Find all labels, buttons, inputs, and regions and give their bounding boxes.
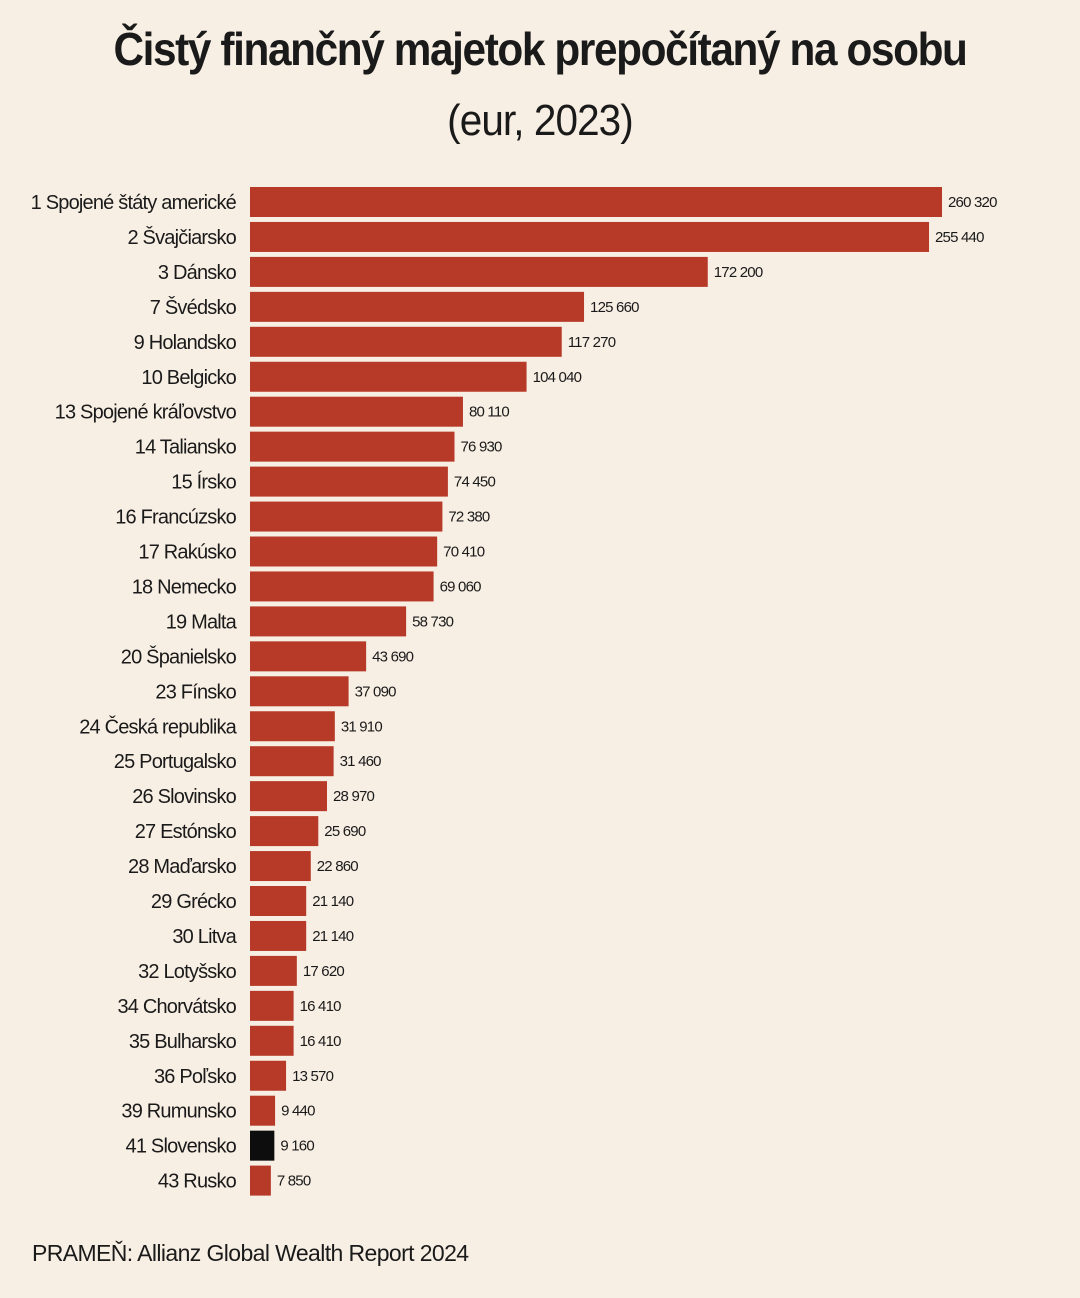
value-label: 74 450: [454, 474, 496, 491]
bar: [250, 711, 335, 742]
bar: [250, 606, 407, 637]
category-label: 29 Grécko: [151, 891, 237, 913]
category-label: 24 Česká republika: [79, 715, 237, 738]
value-label: 76 930: [461, 439, 503, 456]
value-label: 21 140: [312, 928, 354, 945]
category-label: 27 Estónsko: [135, 821, 237, 843]
bar: [250, 781, 328, 812]
value-label: 125 660: [590, 299, 639, 316]
bar: [250, 501, 443, 532]
bar: [250, 1165, 271, 1196]
value-label: 80 110: [469, 404, 509, 421]
category-label: 30 Litva: [172, 926, 237, 948]
category-label: 14 Taliansko: [135, 437, 237, 459]
bar: [250, 536, 438, 567]
value-label: 70 410: [443, 544, 485, 561]
bar: [250, 1095, 276, 1126]
bar: [250, 816, 319, 847]
chart-subtitle: (eur, 2023): [447, 96, 634, 145]
category-label: 23 Fínsko: [155, 681, 236, 703]
category-label: 39 Rumunsko: [121, 1101, 236, 1123]
category-label: 35 Bulharsko: [129, 1031, 237, 1053]
bar: [250, 221, 930, 252]
bar: [250, 291, 585, 322]
bar: [250, 1060, 287, 1091]
category-label: 36 Poľsko: [154, 1066, 237, 1088]
category-label: 34 Chorvátsko: [117, 996, 236, 1018]
value-label: 9 160: [280, 1138, 314, 1155]
value-label: 72 380: [448, 509, 490, 526]
source-note: PRAMEŇ: Allianz Global Wealth Report 202…: [32, 1240, 469, 1266]
value-label: 260 320: [948, 194, 997, 211]
category-label: 20 Španielsko: [121, 645, 237, 668]
value-label: 28 970: [333, 788, 375, 805]
category-label: 16 Francúzsko: [115, 507, 236, 529]
bar: [250, 571, 434, 602]
bar: [250, 431, 455, 462]
category-label: 25 Portugalsko: [114, 751, 237, 773]
value-label: 16 410: [300, 1033, 342, 1050]
bar: [250, 920, 307, 951]
bar: [250, 886, 307, 916]
value-label: 117 270: [568, 334, 616, 351]
category-label: 19 Malta: [166, 611, 238, 633]
bar: [250, 746, 334, 777]
category-label: 28 Maďarsko: [128, 856, 237, 878]
bar: [250, 466, 448, 497]
chart-title: Čistý finančný majetok prepočítaný na os…: [113, 23, 967, 75]
category-label: 43 Rusko: [158, 1171, 237, 1193]
value-label: 13 570: [292, 1068, 334, 1085]
bar: [250, 676, 349, 707]
bar: [250, 641, 367, 672]
value-label: 22 860: [317, 858, 359, 875]
value-label: 69 060: [440, 578, 482, 595]
value-label: 25 690: [324, 823, 366, 840]
bar: [250, 187, 942, 217]
value-label: 17 620: [303, 963, 345, 980]
category-label: 17 Rakúsko: [138, 542, 236, 564]
category-label: 15 Írsko: [171, 471, 236, 494]
bar: [250, 1025, 294, 1056]
value-label: 255 440: [935, 229, 984, 246]
value-label: 104 040: [533, 369, 582, 386]
bar: [250, 361, 527, 392]
value-label: 16 410: [300, 998, 342, 1015]
value-label: 21 140: [312, 893, 354, 910]
bar: [250, 990, 294, 1021]
bar: [250, 396, 463, 427]
value-label: 9 440: [281, 1103, 315, 1120]
category-label: 32 Lotyšsko: [138, 961, 237, 983]
category-label: 3 Dánsko: [158, 262, 237, 284]
category-label: 2 Švajčiarsko: [127, 226, 236, 249]
bar: [250, 256, 708, 287]
category-label: 13 Spojené kráľovstvo: [55, 402, 237, 424]
value-label: 31 910: [341, 718, 383, 735]
value-label: 7 850: [277, 1173, 311, 1190]
value-label: 172 200: [714, 264, 763, 281]
bar: [250, 326, 562, 357]
value-label: 43 690: [372, 648, 414, 665]
category-label: 26 Slovinsko: [132, 786, 236, 808]
value-label: 37 090: [355, 683, 397, 700]
value-label: 31 460: [340, 753, 382, 770]
category-label: 9 Holandsko: [134, 332, 237, 354]
category-label: 1 Spojené štáty americké: [31, 192, 237, 214]
bar: [250, 851, 311, 882]
category-label: 10 Belgicko: [141, 367, 236, 389]
value-label: 58 730: [412, 613, 454, 630]
category-label: 7 Švédsko: [150, 296, 237, 319]
bar: [250, 1130, 275, 1161]
bar: [250, 955, 297, 986]
category-label: 41 Slovensko: [126, 1136, 237, 1158]
category-label: 18 Nemecko: [132, 576, 237, 598]
